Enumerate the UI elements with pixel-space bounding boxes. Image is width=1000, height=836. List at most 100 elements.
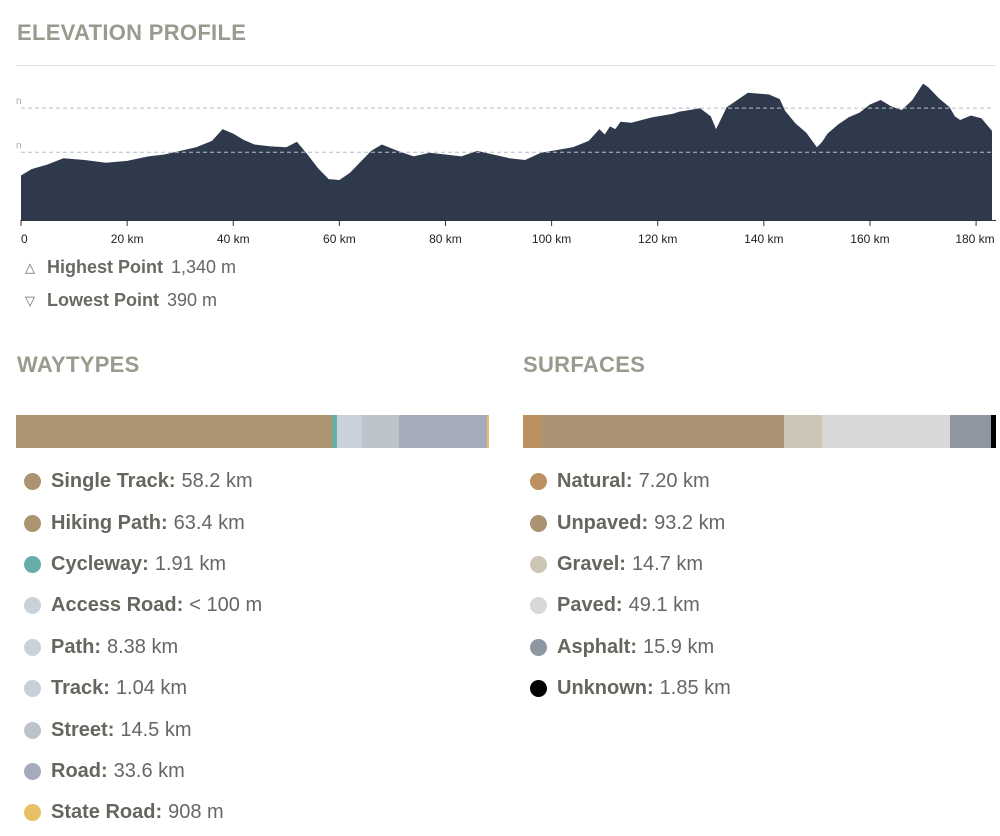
- x-tick-label: 160 km: [850, 232, 889, 246]
- elevation-area: [21, 83, 992, 220]
- x-tick-label: 20 km: [111, 232, 144, 246]
- waytypes-bar-segment[interactable]: [331, 415, 337, 448]
- surfaces-legend-item[interactable]: Unpaved: 93.2 km: [530, 502, 731, 543]
- waytypes-legend-item[interactable]: Road: 33.6 km: [24, 751, 262, 792]
- elevation-profile-title: ELEVATION PROFILE: [17, 20, 247, 45]
- color-dot-icon: [24, 555, 41, 573]
- x-tick-label: 100 km: [532, 232, 571, 246]
- waytypes-legend-item[interactable]: Single Track: 58.2 km: [24, 461, 262, 502]
- legend-value: 14.5 km: [120, 718, 192, 741]
- triangle-down-icon: ▽: [25, 292, 35, 308]
- color-dot-icon: [530, 555, 547, 573]
- surfaces-title: SURFACES: [523, 352, 646, 377]
- legend-name: State Road:: [51, 801, 163, 824]
- surfaces-bar[interactable]: [523, 415, 996, 448]
- legend-name: Access Road:: [51, 594, 184, 617]
- surfaces-bar-segment[interactable]: [949, 415, 992, 448]
- color-dot-icon: [24, 721, 41, 739]
- color-dot-icon: [530, 680, 547, 698]
- waytypes-legend-item[interactable]: Access Road: < 100 m: [24, 585, 262, 626]
- legend-name: Single Track:: [51, 470, 176, 493]
- legend-value: 15.9 km: [643, 635, 715, 658]
- legend-name: Hiking Path:: [51, 511, 168, 534]
- color-dot-icon: [24, 762, 41, 780]
- legend-name: Asphalt:: [557, 635, 637, 658]
- legend-value: 1.85 km: [659, 677, 731, 700]
- title-divider: [16, 65, 996, 66]
- waytypes-bar-segment[interactable]: [16, 415, 168, 448]
- legend-name: Road:: [51, 759, 108, 782]
- legend-value: 1.04 km: [115, 677, 188, 700]
- legend-value: 49.1 km: [628, 594, 700, 617]
- legend-value: 58.2 km: [181, 470, 253, 493]
- lowest-point-label: Lowest Point: [47, 290, 159, 310]
- waytypes-legend-item[interactable]: State Road: 908 m: [24, 792, 262, 833]
- surfaces-bar-segment[interactable]: [541, 415, 784, 448]
- lowest-point: ▽ Lowest Point 390 m: [22, 290, 217, 311]
- lowest-point-value: 390 m: [167, 290, 218, 310]
- legend-name: Cycleway:: [51, 552, 149, 575]
- gridline-label: n: [16, 140, 22, 151]
- waytypes-title: WAYTYPES: [17, 352, 140, 377]
- x-tick-label: 80 km: [429, 232, 462, 246]
- waytypes-bar-segment[interactable]: [337, 415, 359, 448]
- legend-value: < 100 m: [189, 594, 263, 617]
- color-dot-icon: [24, 804, 41, 822]
- x-tick-label: 180 km: [955, 232, 994, 246]
- legend-value: 93.2 km: [654, 511, 726, 534]
- surfaces-legend: Natural: 7.20 km Unpaved: 93.2 km Gravel: 14.…: [530, 461, 731, 709]
- legend-value: 7.20 km: [638, 470, 710, 493]
- surfaces-legend-item[interactable]: Paved: 49.1 km: [530, 585, 731, 626]
- waytypes-bar-segment[interactable]: [399, 415, 487, 448]
- x-tick-label: 40 km: [217, 232, 250, 246]
- color-dot-icon: [24, 514, 41, 532]
- waytypes-legend-item[interactable]: Hiking Path: 63.4 km: [24, 502, 262, 543]
- surfaces-bar-segment[interactable]: [783, 415, 823, 448]
- legend-name: Unknown:: [557, 677, 654, 700]
- waytypes-legend-item[interactable]: Track: 1.04 km: [24, 668, 262, 709]
- waytypes-legend-item[interactable]: Path: 8.38 km: [24, 627, 262, 668]
- surfaces-bar-segment[interactable]: [523, 415, 542, 448]
- color-dot-icon: [530, 514, 547, 532]
- x-tick-label: 0: [21, 232, 28, 246]
- x-tick-label: 60 km: [323, 232, 356, 246]
- waytypes-legend: Single Track: 58.2 km Hiking Path: 63.4 km C…: [24, 461, 262, 834]
- waytypes-bar[interactable]: [16, 415, 489, 448]
- highest-point-label: Highest Point: [47, 257, 163, 277]
- highest-point-value: 1,340 m: [171, 257, 237, 277]
- x-tick-label: 120 km: [638, 232, 677, 246]
- legend-value: 1.91 km: [154, 552, 226, 575]
- surfaces-bar-segment[interactable]: [991, 415, 996, 448]
- color-dot-icon: [24, 638, 41, 656]
- color-dot-icon: [24, 473, 41, 491]
- legend-name: Natural:: [557, 470, 633, 493]
- waytypes-bar-segment[interactable]: [486, 415, 489, 448]
- legend-value: 8.38 km: [107, 635, 179, 658]
- legend-name: Street:: [51, 718, 115, 741]
- surfaces-legend-item[interactable]: Unknown: 1.85 km: [530, 668, 731, 709]
- legend-value: 63.4 km: [173, 511, 245, 534]
- waytypes-bar-segment[interactable]: [361, 415, 400, 448]
- surfaces-legend-item[interactable]: Natural: 7.20 km: [530, 461, 731, 502]
- legend-value: 33.6 km: [113, 759, 185, 782]
- legend-value: 14.7 km: [631, 552, 704, 575]
- gridline-label: n: [16, 96, 22, 107]
- surfaces-legend-item[interactable]: Gravel: 14.7 km: [530, 544, 731, 585]
- legend-name: Track:: [51, 677, 110, 700]
- color-dot-icon: [530, 473, 547, 491]
- elevation-chart[interactable]: n n 0 20 km 40 km 60 km 80 km 100 km 120 km 140 …: [0, 70, 1000, 255]
- legend-value: 908 m: [168, 801, 224, 824]
- surfaces-bar-segment[interactable]: [822, 415, 950, 448]
- triangle-up-icon: △: [25, 259, 35, 275]
- surfaces-legend-item[interactable]: Asphalt: 15.9 km: [530, 627, 731, 668]
- waytypes-bar-segment[interactable]: [358, 415, 362, 448]
- color-dot-icon: [24, 680, 41, 698]
- color-dot-icon: [530, 638, 547, 656]
- waytypes-legend-item[interactable]: Street: 14.5 km: [24, 709, 262, 750]
- waytypes-bar-segment[interactable]: [167, 415, 332, 448]
- highest-point: △ Highest Point 1,340 m: [22, 257, 236, 278]
- legend-name: Gravel:: [557, 552, 626, 575]
- waytypes-legend-item[interactable]: Cycleway: 1.91 km: [24, 544, 262, 585]
- color-dot-icon: [530, 597, 547, 615]
- x-tick-label: 140 km: [744, 232, 783, 246]
